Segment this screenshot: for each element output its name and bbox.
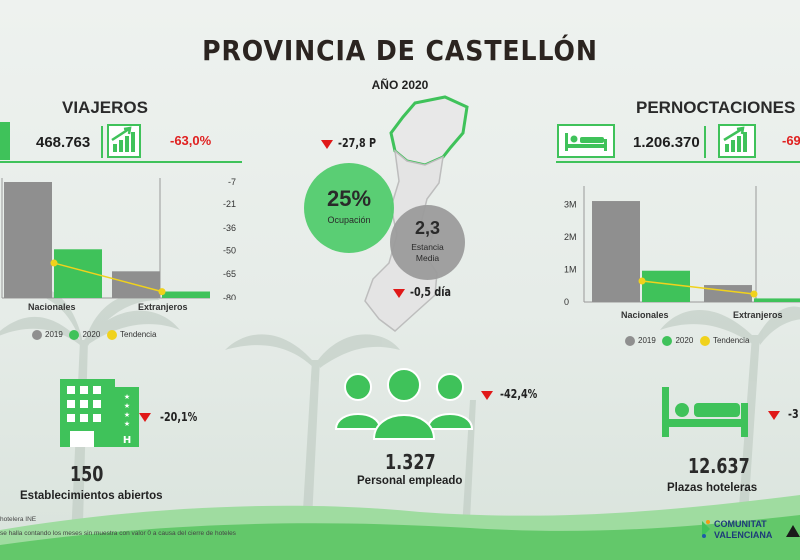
beds-label: Plazas hoteleras — [667, 482, 758, 494]
viajeros-right-tick: -7 — [228, 177, 236, 187]
staff-down-arrow — [481, 391, 493, 400]
hotel-building-icon: ★ ★ ★ ★ H — [60, 379, 139, 447]
page-title: PROVINCIA DE CASTELLÓN — [202, 34, 598, 67]
viajeros-change: -63,0% — [170, 133, 212, 148]
svg-text:★: ★ — [124, 420, 130, 428]
pernoctaciones-title: PERNOCTACIONES — [636, 98, 796, 117]
svg-text:★: ★ — [124, 411, 130, 419]
stay-label-1: Estancia — [411, 242, 444, 252]
pernoct-trend-point-1 — [750, 290, 758, 298]
stay-down-arrow — [393, 289, 405, 298]
pernoct-trend-line — [641, 280, 755, 295]
pernoct-y-tick: 2M — [564, 232, 577, 242]
stay-value: 2,3 — [414, 218, 441, 238]
establishments-value: 150 — [70, 462, 104, 486]
logo-triangle-icon — [786, 525, 800, 537]
pernoctaciones-underline — [556, 161, 800, 163]
legend-2020: 2020 — [82, 330, 101, 340]
viajeros-value: 468.763 — [36, 134, 91, 151]
viajeros-right-tick: -80 — [223, 293, 236, 300]
pernoct-y-tick: 3M — [564, 199, 577, 209]
legend-2020-marker — [662, 336, 673, 346]
viajeros-right-tick: -21 — [223, 199, 236, 209]
legend-2019-marker — [625, 336, 635, 346]
viajeros-bar-2019-0 — [4, 182, 52, 298]
legend-2020: 2020 — [675, 336, 694, 346]
pernoctaciones-value: 1.206.370 — [633, 134, 700, 151]
stay-circle — [390, 205, 465, 280]
establishments-down-arrow — [139, 413, 151, 422]
occupancy-circle — [304, 163, 394, 253]
footer-note: se halla contando los meses sin muestra … — [0, 530, 236, 537]
viajeros-cat-nacionales: Nacionales — [28, 302, 76, 312]
beds-change: -3 — [788, 407, 799, 421]
viajeros-trend-point-1 — [158, 288, 166, 296]
page-subtitle: AÑO 2020 — [371, 78, 429, 92]
divider — [101, 126, 103, 158]
viajeros-cat-extranjeros: Extranjeros — [138, 302, 188, 312]
staff-change: -42,4% — [500, 387, 538, 401]
occupancy-change: -27,8 P — [338, 136, 377, 150]
pernoctaciones-change: -69 — [782, 133, 800, 148]
pernoct-trend-point-0 — [638, 277, 646, 285]
pernoct-y-tick: 1M — [564, 264, 577, 274]
svg-text:★: ★ — [124, 402, 130, 410]
logo-mark-icon — [702, 520, 710, 538]
occupancy-label: Ocupación — [327, 215, 371, 225]
logo-line-1: COMUNITAT — [714, 519, 767, 529]
viajeros-legend: 2019 2020 Tendencia — [32, 330, 156, 340]
occupancy-down-arrow — [321, 140, 333, 149]
pernoct-bar-2019-0 — [592, 201, 640, 302]
viajeros-chart: -7 -21 -36 -50 -65 -80 — [1, 177, 236, 300]
viajeros-trend-point-0 — [50, 259, 58, 267]
pernoctaciones-chart: 3M 2M 1M 0 — [564, 186, 800, 305]
legend-trend-marker — [699, 336, 710, 346]
svg-text:★: ★ — [124, 393, 130, 401]
viajeros-right-tick: -36 — [223, 223, 236, 233]
staff-label: Personal empleado — [357, 475, 463, 487]
legend-trend-marker — [106, 330, 117, 340]
divider — [704, 126, 706, 158]
viajeros-right-tick: -50 — [223, 245, 236, 255]
svg-text:H: H — [123, 435, 131, 446]
pernoct-legend: 2019 2020 Tendencia — [625, 336, 749, 346]
viajeros-bar-2020-1 — [162, 291, 210, 298]
staff-value: 1.327 — [385, 450, 436, 474]
legend-2019-marker — [32, 330, 42, 340]
people-icon — [334, 368, 474, 440]
bed-icon — [557, 124, 615, 158]
viajeros-right-tick: -65 — [223, 269, 236, 279]
pernoct-y-tick: 0 — [564, 297, 569, 305]
legend-tendencia: Tendencia — [119, 330, 157, 340]
growth-chart-icon — [718, 124, 756, 158]
pernoct-bar-2020-1 — [754, 298, 800, 302]
occupancy-value: 25% — [326, 186, 372, 211]
growth-chart-icon — [107, 124, 141, 158]
viajeros-title: VIAJEROS — [62, 98, 148, 117]
legend-2019: 2019 — [45, 330, 63, 340]
viajeros-trend-line — [53, 262, 163, 293]
establishments-change: -20,1% — [160, 410, 198, 424]
stay-change: -0,5 día — [410, 285, 451, 299]
bed-large-icon — [662, 387, 748, 437]
pernoct-cat-nacionales: Nacionales — [621, 310, 669, 320]
pernoct-cat-extranjeros: Extranjeros — [733, 310, 783, 320]
user-icon — [0, 122, 10, 160]
viajeros-underline — [0, 161, 242, 163]
establishments-label: Establecimientos abiertos — [20, 490, 163, 502]
legend-2019: 2019 — [638, 336, 656, 346]
beds-value: 12.637 — [688, 454, 750, 478]
beds-down-arrow — [768, 411, 780, 420]
footer-source: hotelera INE — [0, 516, 37, 523]
legend-2020-marker — [69, 330, 80, 340]
logo-line-2: VALENCIANA — [714, 530, 773, 540]
legend-tendencia: Tendencia — [712, 336, 750, 346]
stay-label-2: Media — [415, 253, 440, 263]
